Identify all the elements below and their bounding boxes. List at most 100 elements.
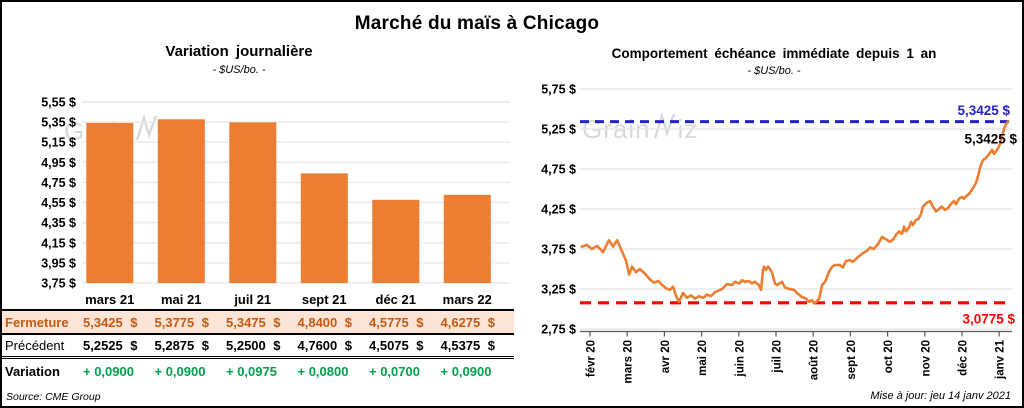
table-cell: + 0,0700 (360, 364, 432, 379)
x-axis-tick-label: mai 20 (697, 340, 709, 376)
cell-value: + 0,0900 (440, 363, 492, 379)
column-header: mars 21 (85, 291, 135, 307)
cell-value: 4,5075 (369, 338, 409, 353)
cell-value: 5,3425 (83, 314, 123, 330)
x-axis-tick-label: janv 21 (995, 339, 1007, 380)
x-axis-tick-label: juil 20 (772, 340, 784, 374)
table-cell: 4,8400 $ (289, 315, 361, 330)
cell-value: + 0,0900 (83, 363, 134, 379)
cell-value: + 0,0975 (226, 363, 277, 379)
currency-sign: $ (416, 314, 424, 330)
table-cell: + 0,0900 (432, 364, 504, 379)
column-header: mai 21 (161, 291, 202, 307)
column-header: mars 22 (442, 291, 492, 307)
cell-value: 5,2500 (226, 338, 266, 353)
column-header: sept 21 (301, 291, 347, 307)
daily-variation-bar-chart: 5,55 $ 5,35 $ 5,15 $ 4,95 $ 4,75 $ 4,55 $ 4,35… (41, 96, 510, 291)
column-header: déc 21 (375, 291, 416, 307)
table-cell: 5,2875 $ (146, 338, 218, 353)
support-value-label: 3,0775 $ (962, 312, 1015, 327)
row-label: Variation (5, 363, 60, 379)
table-cell: + 0,0800 (289, 364, 361, 379)
update-note: Mise à jour: jeu 14 janv 2021 (870, 390, 1011, 402)
table-row-precedent: Précédent 5,2525 $ 5,2875 $ 5,2500 $ 4,7600… (2, 335, 514, 359)
bar-mai 21 (157, 119, 205, 283)
currency-sign: $ (273, 338, 281, 353)
x-axis-tick-label: oct 20 (883, 340, 895, 373)
currency-sign: $ (344, 314, 352, 330)
y-axis-tick-label: 5,35 $ (41, 116, 76, 130)
cell-value: + 0,0800 (297, 363, 349, 379)
cell-value: 5,3775 (154, 314, 195, 330)
x-axis-tick-label: déc 20 (958, 340, 970, 376)
y-axis-tick-label: 3,75 $ (41, 277, 76, 291)
table-cell: 5,3425 $ (74, 315, 146, 330)
row-label: Précédent (5, 338, 65, 353)
currency-sign: $ (201, 338, 209, 353)
x-axis-tick-label: févr 20 (586, 340, 598, 377)
column-header: juil 21 (234, 291, 272, 307)
cell-value: 5,2875 (154, 338, 195, 353)
x-axis-tick-label: juin 20 (734, 340, 746, 377)
currency-sign: $ (487, 314, 495, 330)
table-cell: 4,6275 $ (432, 315, 504, 330)
table-cell: 4,7600 $ (289, 338, 361, 353)
table-cell: 4,5075 $ (360, 338, 432, 353)
cell-value: 5,2525 (83, 338, 123, 353)
bar-chart-title: Variation journalière (165, 43, 313, 60)
x-axis-tick-label: sept 20 (846, 340, 858, 380)
y-axis-tick-label: 4,35 $ (41, 216, 76, 230)
y-axis-tick-label: 4,95 $ (41, 156, 76, 170)
y-axis-tick-label: 3,25 $ (541, 283, 576, 297)
bar-déc 21 (372, 199, 420, 283)
cell-value: 5,3475 (226, 314, 266, 330)
currency-sign: $ (344, 338, 352, 353)
table-header-row: mars 21 mai 21 juil 21 sept 21 déc 21 ma… (2, 289, 514, 311)
cell-value: 4,7600 (297, 338, 338, 353)
x-axis-tick-label: août 20 (809, 340, 821, 380)
y-axis-tick-label: 4,75 $ (41, 176, 76, 190)
cell-value: 4,5775 (369, 314, 409, 330)
table-row-fermeture: Fermeture 5,3425 $ 5,3775 $ 5,3475 $ 4,8400… (2, 311, 514, 335)
table-cell: 4,5375 $ (432, 338, 504, 353)
y-axis-tick-label: 4,15 $ (41, 236, 76, 250)
cell-value: + 0,0900 (154, 363, 206, 379)
x-axis-tick-label: mars 20 (623, 340, 635, 383)
price-line-series (580, 120, 1010, 305)
futures-table: mars 21 mai 21 juil 21 sept 21 déc 21 ma… (2, 289, 514, 383)
bar-chart-subtitle: - $US/bo. - (212, 64, 266, 76)
cell-value: + 0,0700 (369, 363, 420, 379)
row-label: Fermeture (5, 314, 69, 330)
x-axis-tick-label: avr 20 (660, 340, 672, 373)
bar-juil 21 (229, 122, 277, 284)
line-chart-title: Comportement échéance immédiate depuis 1… (611, 46, 937, 61)
table-cell: + 0,0900 (74, 364, 146, 379)
zigzag-line-icon (135, 114, 157, 141)
last-price-label: 5,3425 $ (964, 132, 1017, 147)
table-cell: 5,3775 $ (146, 315, 218, 330)
y-axis-tick-label: 4,25 $ (541, 203, 576, 217)
currency-sign: $ (130, 314, 138, 330)
y-axis-tick-label: 3,95 $ (41, 256, 76, 270)
x-axis-tick-label: nov 20 (920, 340, 932, 376)
currency-sign: $ (130, 338, 138, 353)
currency-sign: $ (487, 338, 495, 353)
y-axis-tick-label: 4,55 $ (41, 196, 76, 210)
y-axis-tick-label: 5,25 $ (541, 123, 576, 137)
one-year-price-line-chart: 5,75 $ 5,25 $ 4,75 $ 4,25 $ 3,75 $ 3,25 $ 2,75… (541, 83, 1017, 384)
table-cell: 5,2500 $ (217, 338, 289, 353)
currency-sign: $ (273, 314, 281, 330)
table-row-variation: Variation + 0,0900 + 0,0900 + 0,0975 + 0… (2, 359, 514, 383)
bar-sept 21 (300, 173, 348, 283)
source-note: Source: CME Group (6, 391, 101, 403)
y-axis-tick-label: 4,75 $ (541, 163, 576, 177)
table-cell: 5,2525 $ (74, 338, 146, 353)
cell-value: 4,5375 (440, 338, 481, 353)
table-cell: + 0,0900 (146, 364, 218, 379)
table-cell: 4,5775 $ (360, 315, 432, 330)
resistance-value-label: 5,3425 $ (957, 103, 1010, 118)
cell-value: 4,8400 (297, 314, 338, 330)
table-cell: + 0,0975 (217, 364, 289, 379)
y-axis-tick-label: 5,55 $ (41, 96, 76, 110)
